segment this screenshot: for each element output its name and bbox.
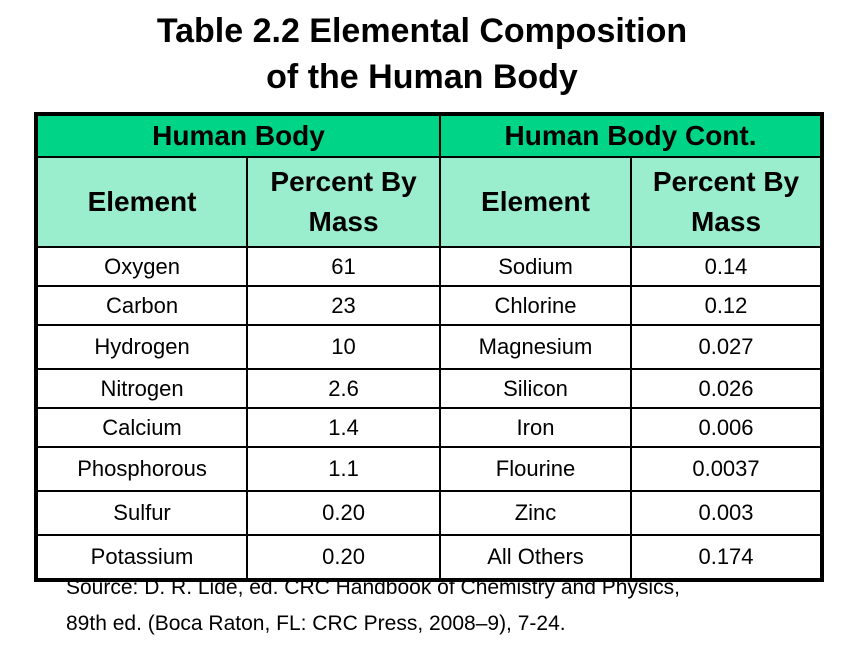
- group-header-row: Human Body Human Body Cont.: [34, 113, 823, 158]
- table-cell: 61: [246, 246, 442, 287]
- table-cell: Oxygen: [34, 246, 249, 287]
- column-header-element: Element: [34, 156, 249, 248]
- column-header-row: Element Percent By Mass Element Percent …: [34, 156, 823, 248]
- table-cell: 0.174: [630, 534, 823, 581]
- table-cell: 0.20: [246, 490, 442, 536]
- table-cell: Silicon: [439, 368, 632, 409]
- table-row: Oxygen 61 Sodium 0.14: [34, 246, 823, 287]
- page-title: Table 2.2 Elemental Composition of the H…: [0, 8, 844, 100]
- table-cell: 0.027: [630, 324, 823, 370]
- table-row: Nitrogen 2.6 Silicon 0.026: [34, 368, 823, 409]
- title-line-2: of the Human Body: [266, 58, 578, 96]
- table-row: Hydrogen 10 Magnesium 0.027: [34, 324, 823, 370]
- table-row: Carbon 23 Chlorine 0.12: [34, 285, 823, 326]
- column-header-percent: Percent By Mass: [630, 156, 823, 248]
- source-line-2: 89th ed. (Boca Raton, FL: CRC Press, 200…: [66, 612, 566, 635]
- table-cell: 0.003: [630, 490, 823, 536]
- table-cell: Sodium: [439, 246, 632, 287]
- table-cell: Calcium: [34, 407, 249, 448]
- table-cell: Carbon: [34, 285, 249, 326]
- table-row: Phosphorous 1.1 Flourine 0.0037: [34, 446, 823, 492]
- table-cell: Nitrogen: [34, 368, 249, 409]
- title-line-1: Table 2.2 Elemental Composition: [156, 12, 688, 50]
- source-line-1: Source: D. R. Lide, ed. CRC Handbook of …: [66, 576, 680, 599]
- table-cell: 10: [246, 324, 442, 370]
- table-cell: Potassium: [34, 534, 249, 581]
- table-cell: Phosphorous: [34, 446, 249, 492]
- table-cell: Sulfur: [34, 490, 249, 536]
- table-cell: Chlorine: [439, 285, 632, 326]
- table-cell: 1.1: [246, 446, 442, 492]
- table-cell: All Others: [439, 534, 632, 581]
- table-cell: 1.4: [246, 407, 442, 448]
- table-cell: 0.12: [630, 285, 823, 326]
- table-cell: Flourine: [439, 446, 632, 492]
- table-cell: Zinc: [439, 490, 632, 536]
- table-cell: 0.006: [630, 407, 823, 448]
- column-header-element: Element: [439, 156, 632, 248]
- table-cell: 0.20: [246, 534, 442, 581]
- table-cell: 0.14: [630, 246, 823, 287]
- table-row: Calcium 1.4 Iron 0.006: [34, 407, 823, 448]
- table-cell: Hydrogen: [34, 324, 249, 370]
- table-cell: 0.0037: [630, 446, 823, 492]
- source-citation: Source: D. R. Lide, ed. CRC Handbook of …: [66, 570, 826, 642]
- table-cell: Magnesium: [439, 324, 632, 370]
- composition-table: Human Body Human Body Cont. Element Perc…: [34, 112, 824, 582]
- table-cell: 23: [246, 285, 442, 326]
- table-cell: 0.026: [630, 368, 823, 409]
- table-cell: 2.6: [246, 368, 442, 409]
- table-cell: Iron: [439, 407, 632, 448]
- group-header-human-body-cont: Human Body Cont.: [439, 113, 823, 158]
- table-row: Potassium 0.20 All Others 0.174: [34, 534, 823, 581]
- table-row: Sulfur 0.20 Zinc 0.003: [34, 490, 823, 536]
- group-header-human-body: Human Body: [34, 113, 442, 158]
- column-header-percent: Percent By Mass: [246, 156, 442, 248]
